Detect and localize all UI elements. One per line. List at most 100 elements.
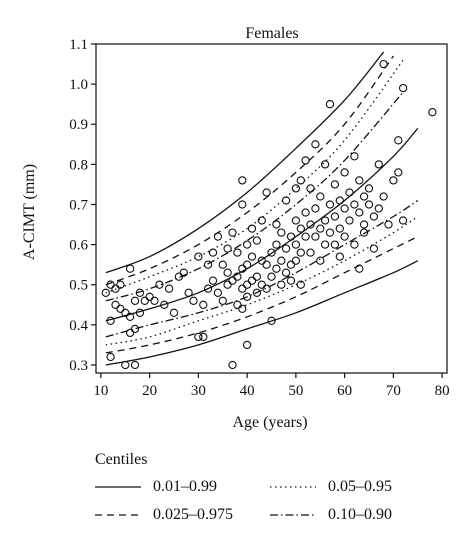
data-point bbox=[267, 248, 276, 257]
data-point bbox=[155, 280, 164, 289]
data-point bbox=[199, 332, 208, 342]
data-point bbox=[369, 244, 379, 253]
data-point bbox=[203, 284, 213, 293]
legend-swatch bbox=[270, 486, 316, 488]
data-point bbox=[116, 280, 125, 289]
data-point bbox=[130, 296, 140, 305]
data-point bbox=[330, 180, 340, 189]
data-point bbox=[135, 288, 145, 297]
data-point bbox=[369, 212, 379, 221]
data-point bbox=[267, 316, 276, 325]
data-point bbox=[223, 244, 232, 253]
y-tick-label: 0.9 bbox=[69, 117, 88, 133]
data-point bbox=[291, 240, 301, 249]
data-point bbox=[350, 200, 359, 209]
data-point bbox=[330, 212, 340, 221]
data-point bbox=[252, 236, 262, 245]
data-point bbox=[194, 252, 203, 261]
data-point bbox=[291, 184, 301, 193]
data-point bbox=[355, 208, 364, 217]
data-point bbox=[335, 196, 344, 205]
data-point bbox=[145, 292, 154, 301]
centile-curve-0-1 bbox=[105, 199, 419, 338]
legend-entries: 0.01–0.99 0.05–0.95 0.025–0.975 0.10–0.90 bbox=[95, 476, 455, 526]
y-tick-label: 0.3 bbox=[69, 358, 88, 374]
data-point bbox=[316, 224, 325, 233]
data-point bbox=[208, 248, 218, 257]
data-point bbox=[262, 188, 271, 197]
data-point bbox=[286, 276, 296, 285]
data-point bbox=[238, 304, 247, 313]
x-tick-label: 30 bbox=[191, 383, 206, 399]
data-point bbox=[277, 228, 286, 237]
data-point bbox=[277, 280, 286, 289]
data-point bbox=[242, 260, 252, 269]
legend-item: 0.01–0.99 bbox=[95, 476, 270, 498]
data-point bbox=[106, 280, 115, 289]
data-point bbox=[350, 240, 359, 249]
y-tick-label: 0.8 bbox=[69, 157, 88, 173]
data-point bbox=[359, 192, 369, 201]
data-point bbox=[379, 192, 388, 201]
data-point bbox=[213, 232, 223, 241]
data-point bbox=[325, 228, 335, 237]
data-point bbox=[106, 352, 115, 362]
data-point bbox=[281, 268, 291, 277]
data-point bbox=[325, 200, 335, 209]
data-point bbox=[296, 224, 305, 233]
data-point bbox=[257, 280, 266, 289]
data-point bbox=[125, 328, 135, 338]
data-point bbox=[247, 276, 257, 285]
data-point bbox=[194, 332, 203, 342]
data-point bbox=[169, 308, 179, 317]
data-point bbox=[311, 204, 320, 213]
data-point bbox=[238, 176, 247, 185]
data-point bbox=[252, 288, 262, 297]
data-point bbox=[101, 288, 110, 297]
data-point bbox=[311, 232, 320, 241]
centile-curve-0-025 bbox=[105, 236, 419, 354]
data-point bbox=[213, 288, 223, 297]
data-point bbox=[140, 296, 149, 305]
data-point bbox=[184, 288, 193, 297]
data-point bbox=[218, 260, 227, 269]
centile-curve-0-99 bbox=[105, 51, 385, 274]
data-points bbox=[101, 59, 437, 370]
data-point bbox=[262, 284, 271, 293]
data-point bbox=[223, 280, 232, 289]
data-point bbox=[272, 240, 281, 249]
data-point bbox=[291, 216, 301, 225]
data-point bbox=[320, 216, 330, 225]
data-point bbox=[286, 260, 296, 269]
data-point bbox=[130, 360, 140, 370]
data-point bbox=[301, 232, 310, 241]
x-axis-title: Age (years) bbox=[232, 414, 307, 431]
data-point bbox=[301, 156, 310, 165]
data-point bbox=[340, 232, 349, 241]
data-point bbox=[111, 300, 120, 309]
data-point bbox=[301, 208, 310, 217]
legend-item: 0.025–0.975 bbox=[95, 504, 270, 526]
y-tick-label: 1.0 bbox=[69, 77, 88, 93]
data-point bbox=[359, 228, 369, 237]
legend-swatch bbox=[270, 514, 316, 516]
data-point bbox=[291, 256, 301, 265]
y-tick-label: 0.5 bbox=[69, 278, 88, 294]
legend-title: Centiles bbox=[95, 451, 148, 468]
data-point bbox=[242, 280, 252, 289]
data-point bbox=[223, 268, 232, 277]
data-point bbox=[228, 360, 237, 370]
data-point bbox=[384, 220, 393, 229]
data-point bbox=[262, 260, 271, 269]
data-point bbox=[238, 264, 247, 273]
data-point bbox=[281, 244, 291, 253]
chart-title: Females bbox=[245, 25, 298, 42]
data-point bbox=[325, 100, 335, 109]
y-tick-label: 0.4 bbox=[69, 318, 88, 334]
data-point bbox=[242, 240, 252, 249]
data-point bbox=[394, 168, 403, 177]
data-point bbox=[311, 140, 320, 149]
y-axis-title: A-CIMT (mm) bbox=[21, 164, 38, 260]
legend: Centiles 0.01–0.99 0.05–0.95 0.025–0.975 0.… bbox=[95, 450, 455, 526]
data-point bbox=[306, 184, 315, 193]
